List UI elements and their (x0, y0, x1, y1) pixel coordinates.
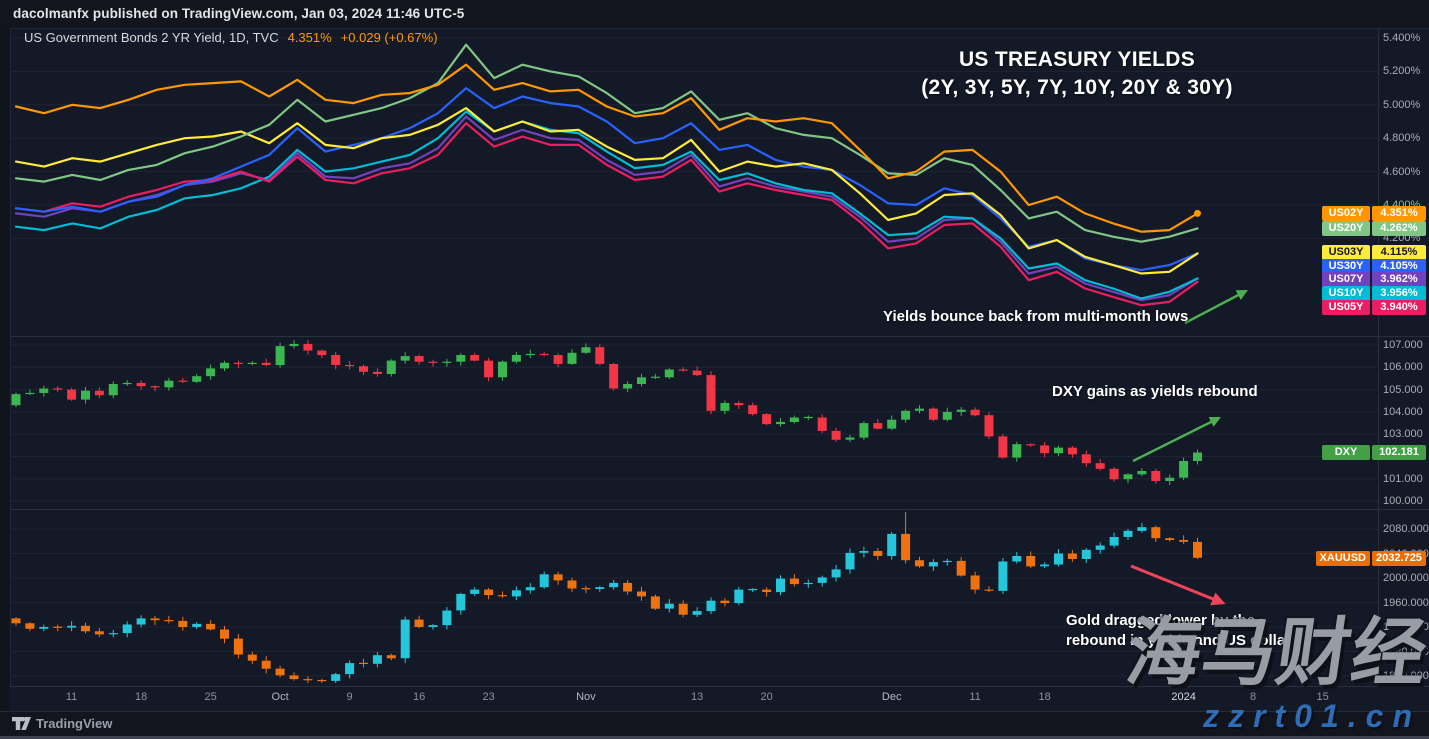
annotation-treasury-title: US TREASURY YIELDS (2Y, 3Y, 5Y, 7Y, 10Y,… (872, 46, 1282, 101)
annotation-treasury-line2: (2Y, 3Y, 5Y, 7Y, 10Y, 20Y & 30Y) (921, 75, 1233, 99)
publish-text: dacolmanfx published on TradingView.com,… (13, 6, 465, 21)
publish-header: dacolmanfx published on TradingView.com,… (0, 0, 1429, 28)
annotation-yields-note: Yields bounce back from multi-month lows (883, 308, 1189, 325)
annotation-treasury-line1: US TREASURY YIELDS (958, 48, 1196, 71)
up-arrow-yields (1184, 289, 1248, 325)
chart-background[interactable] (10, 28, 1429, 711)
line-US05Y (14, 122, 1199, 307)
line-US10Y (14, 110, 1199, 300)
line-US07Y (14, 115, 1199, 302)
candles-gold (11, 511, 1202, 683)
bottom-toolbar: TradingView (0, 711, 1429, 737)
price-change: +0.029 (+0.67%) (340, 30, 438, 45)
line-US02Y (14, 63, 1199, 233)
annotation-gold-note: Gold dragged lower by the rebound in yie… (1066, 612, 1292, 650)
last-price: 4.351% (287, 30, 332, 45)
line-US20Y (14, 43, 1199, 243)
line-US03Y (14, 106, 1199, 275)
candles-dxy (11, 340, 1202, 485)
down-arrow-gold (1130, 564, 1226, 606)
tradingview-brand[interactable]: TradingView (36, 716, 113, 731)
symbol-title-row: US Government Bonds 2 YR Yield, 1D, TVC 4… (24, 30, 438, 45)
tradingview-logo-icon[interactable] (12, 717, 31, 736)
symbol-title[interactable]: US Government Bonds 2 YR Yield, 1D, TVC (24, 30, 279, 45)
line-US30Y (14, 86, 1199, 272)
annotation-dxy-note: DXY gains as yields rebound (1052, 383, 1258, 400)
last-point-dot (1194, 209, 1201, 217)
up-arrow-dxy (1132, 416, 1221, 463)
window-edge-strip (0, 736, 1429, 739)
